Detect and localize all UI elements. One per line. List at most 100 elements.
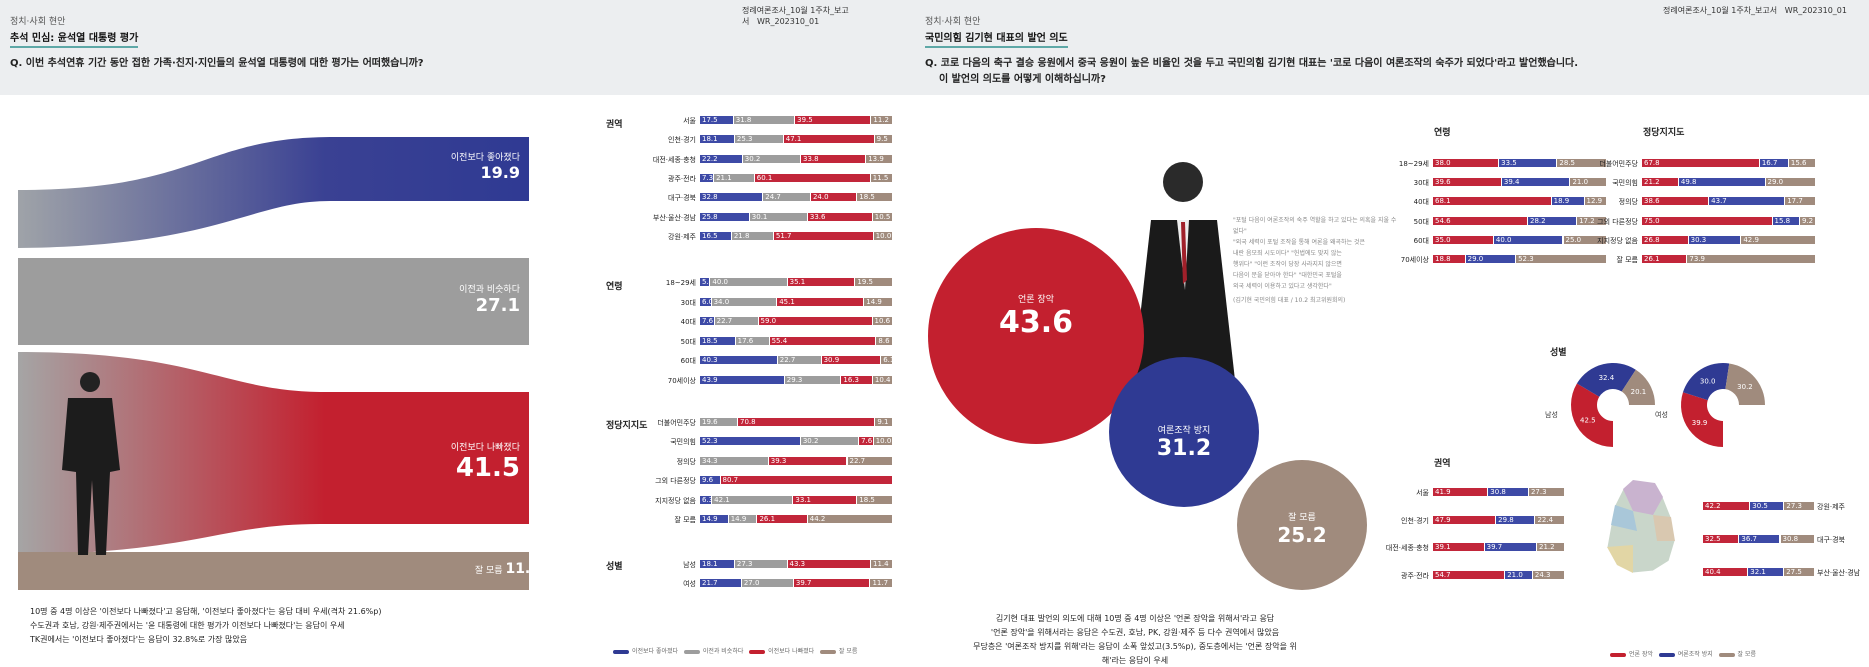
left-1-segment: 6.0 bbox=[700, 297, 711, 306]
left-2-row-label: 국민의힘 bbox=[670, 438, 696, 447]
right-age-segment: 39.6 bbox=[1433, 178, 1501, 187]
right-region-w-segment: 39.7 bbox=[1484, 543, 1536, 551]
donut-value: 30.0 bbox=[1700, 377, 1716, 385]
quote-box: "포털 다음이 여론조작의 숙주 역할을 하고 있다는 의혹을 지울 수 없다"… bbox=[1233, 217, 1397, 304]
right-party-segment: 21.2 bbox=[1642, 178, 1678, 187]
right-region-e-segment: 42.2 bbox=[1703, 502, 1750, 510]
left-2-segment: 9.6 bbox=[700, 476, 720, 485]
right-age-segment: 21.0 bbox=[1570, 178, 1606, 187]
left-2-row-label: 그외 다른정당 bbox=[655, 477, 696, 486]
left-0-segment: 21.1 bbox=[714, 173, 754, 182]
left-0-segment: 10.0 bbox=[873, 231, 892, 240]
left-0-segment: 24.0 bbox=[810, 193, 857, 202]
donut-slice bbox=[1725, 363, 1765, 405]
page-title: 국민의힘 김기현 대표의 발언 의도 bbox=[925, 29, 1068, 48]
right-party-segment: 67.8 bbox=[1642, 159, 1759, 167]
left-0-segment: 33.8 bbox=[801, 154, 866, 163]
left-2-segment: 19.6 bbox=[700, 418, 738, 426]
right-party-segment: 42.9 bbox=[1741, 235, 1815, 244]
right-age-segment: 38.0 bbox=[1433, 159, 1499, 167]
left-2-segment: 7.6 bbox=[859, 437, 873, 446]
left-2-segment: 10.0 bbox=[873, 437, 892, 446]
right-region-e-segment: 30.5 bbox=[1750, 502, 1784, 510]
left-2-row-label: 정의당 bbox=[676, 457, 696, 466]
left-2-segment: 44.2 bbox=[807, 515, 892, 523]
left-1-segment: 40.0 bbox=[710, 278, 787, 286]
right-notes: 김기현 대표 발언의 의도에 대해 10명 중 4명 이상은 '언론 장악을 위… bbox=[973, 614, 1297, 665]
left-1-segment: 17.6 bbox=[735, 336, 769, 345]
left-0-segment: 60.1 bbox=[754, 173, 870, 182]
left-2-row-label: 잘 모름 bbox=[674, 516, 696, 524]
right-age-segment: 29.0 bbox=[1465, 255, 1516, 263]
left-2-segment: 9.1 bbox=[875, 418, 892, 426]
left-0-segment: 25.3 bbox=[734, 135, 783, 144]
flow-same bbox=[18, 258, 529, 345]
left-1-segment: 10.6 bbox=[872, 317, 892, 325]
left-0-segment: 24.7 bbox=[763, 193, 810, 202]
left-2-segment: 70.8 bbox=[738, 418, 875, 426]
bubble-dontknow bbox=[1237, 460, 1367, 590]
right-party-row-label: 그외 다른정당 bbox=[1597, 217, 1638, 226]
left-2-segment: 6.3 bbox=[700, 495, 712, 504]
right-age-segment: 28.5 bbox=[1557, 159, 1606, 167]
right-region-e-segment: 32.5 bbox=[1703, 535, 1739, 543]
bubble-press-label: 언론 장악 43.6 bbox=[998, 295, 1074, 340]
left-page-header: 정례여론조사_10월 1주차_보고서 WR_202310_01 정치·사회 현안… bbox=[0, 0, 915, 95]
right-region-w-row-label: 인천·경기 bbox=[1401, 516, 1429, 525]
right-age-row-label: 50대 bbox=[1413, 217, 1429, 226]
left-3-segment: 39.7 bbox=[793, 579, 870, 588]
right-region-e-label: 강원·제주 bbox=[1817, 503, 1845, 511]
left-1-segment: 35.1 bbox=[787, 278, 855, 286]
right-age-segment: 12.9 bbox=[1584, 197, 1606, 206]
left-1-segment: 43.9 bbox=[700, 375, 784, 384]
donut-value: 32.4 bbox=[1599, 374, 1615, 382]
flow-chart bbox=[18, 137, 529, 590]
donut-label: 여성 bbox=[1655, 410, 1668, 419]
left-2-segment: 33.1 bbox=[793, 495, 857, 504]
donut-value: 42.5 bbox=[1580, 416, 1596, 424]
right-legend: 언론 장악 여론조작 방지 잘 모름 bbox=[1610, 649, 1756, 658]
left-0-row-label: 부산·울산·경남 bbox=[652, 213, 696, 222]
left-0-segment: 16.5 bbox=[700, 231, 731, 240]
donut-slice bbox=[1621, 369, 1655, 405]
left-1-row-label: 18~29세 bbox=[665, 279, 696, 287]
right-region-w-segment: 47.9 bbox=[1433, 515, 1496, 524]
left-0-segment: 10.5 bbox=[872, 212, 892, 221]
right-region-w-segment: 54.7 bbox=[1433, 570, 1505, 579]
left-2-segment: 42.1 bbox=[712, 495, 793, 504]
left-1-segment: 19.5 bbox=[855, 278, 892, 286]
left-3-row-label: 여성 bbox=[683, 580, 696, 589]
left-1-segment: 59.0 bbox=[758, 317, 872, 325]
left-0-row-label: 강원·제주 bbox=[668, 232, 696, 241]
right-region-w-row-label: 광주·전라 bbox=[1401, 571, 1429, 580]
donut-slice bbox=[1681, 392, 1723, 447]
left-1-segment: 8.6 bbox=[876, 336, 892, 345]
left-1-row-label: 40대 bbox=[680, 318, 696, 326]
right-region-w-row-label: 대전·세종·충청 bbox=[1385, 544, 1429, 552]
left-1-row-label: 50대 bbox=[680, 337, 696, 346]
left-0-segment: 25.8 bbox=[700, 212, 749, 221]
bubble-manip bbox=[1109, 357, 1259, 507]
left-2-row-label: 더불어민주당 bbox=[657, 419, 696, 427]
left-3-segment: 43.3 bbox=[787, 560, 871, 568]
section-label: 정치·사회 현안 bbox=[925, 17, 981, 27]
left-1-segment: 29.3 bbox=[784, 375, 841, 384]
running-head: 정례여론조사_10월 1주차_보고서 WR_202310_01 bbox=[742, 6, 849, 26]
left-2-segment: 22.7 bbox=[847, 456, 892, 465]
right-age-segment: 52.3 bbox=[1516, 255, 1606, 263]
right-region-w-segment: 30.8 bbox=[1488, 488, 1528, 496]
right-age-segment: 18.8 bbox=[1433, 255, 1465, 263]
survey-question: Q. 코로 다음의 축구 결승 응원에서 중국 응원이 높은 비율인 것을 두고… bbox=[925, 58, 1579, 85]
left-2-segment: 80.7 bbox=[720, 476, 892, 485]
right-party-row-label: 지지정당 없음 bbox=[1597, 236, 1638, 245]
left-1-segment: 10.4 bbox=[872, 375, 892, 384]
right-region-w-segment: 39.1 bbox=[1433, 543, 1484, 551]
right-party-segment: 26.1 bbox=[1642, 255, 1687, 263]
left-2-segment: 30.2 bbox=[800, 437, 859, 446]
gender-donuts: 42.5 32.4 20.1 남성 39.9 30.0 30.2 여성 bbox=[1545, 363, 1765, 447]
left-1-segment: 5.4 bbox=[700, 278, 710, 286]
right-party-row-label: 정의당 bbox=[1618, 198, 1638, 207]
left-0-segment: 21.8 bbox=[731, 231, 773, 240]
left-0-segment: 7.3 bbox=[700, 173, 714, 182]
left-1-row-label: 70세이상 bbox=[667, 376, 696, 385]
